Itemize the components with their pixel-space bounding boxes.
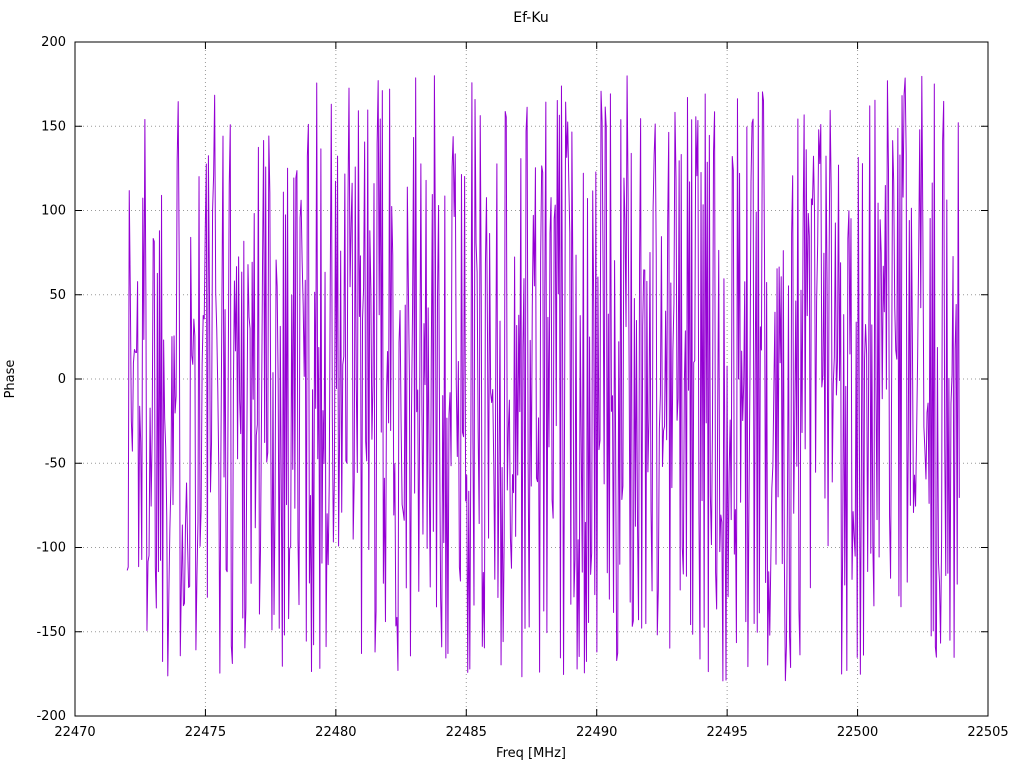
y-tick-label: -50 [45, 456, 66, 471]
y-tick-label: 150 [41, 119, 66, 134]
y-axis-label: Phase [3, 360, 18, 399]
x-tick-label: 22480 [315, 725, 356, 740]
x-tick-label: 22470 [54, 725, 95, 740]
series-phase-trace [126, 75, 960, 682]
y-tick-label: -200 [36, 709, 66, 724]
y-tick-label: 200 [41, 35, 66, 50]
y-tick-label: -100 [36, 541, 66, 556]
y-tick-label: -150 [36, 625, 66, 640]
x-tick-label: 22505 [967, 725, 1008, 740]
axis-ticks [74, 41, 989, 717]
chart-title: Ef-Ku [513, 10, 548, 26]
y-tick-label: 50 [49, 288, 66, 303]
y-tick-label: 0 [58, 372, 66, 387]
x-tick-label: 22490 [576, 725, 617, 740]
x-tick-label: 22500 [837, 725, 878, 740]
x-tick-label: 22475 [185, 725, 226, 740]
x-tick-label: 22485 [446, 725, 487, 740]
tick-labels: 22470 22475 22480 22485 22490 22495 22500 22505… [36, 35, 1008, 740]
y-tick-label: 100 [41, 204, 66, 219]
phase-trace [126, 75, 960, 682]
x-tick-label: 22495 [706, 725, 747, 740]
x-axis-label: Freq [MHz] [496, 746, 566, 761]
